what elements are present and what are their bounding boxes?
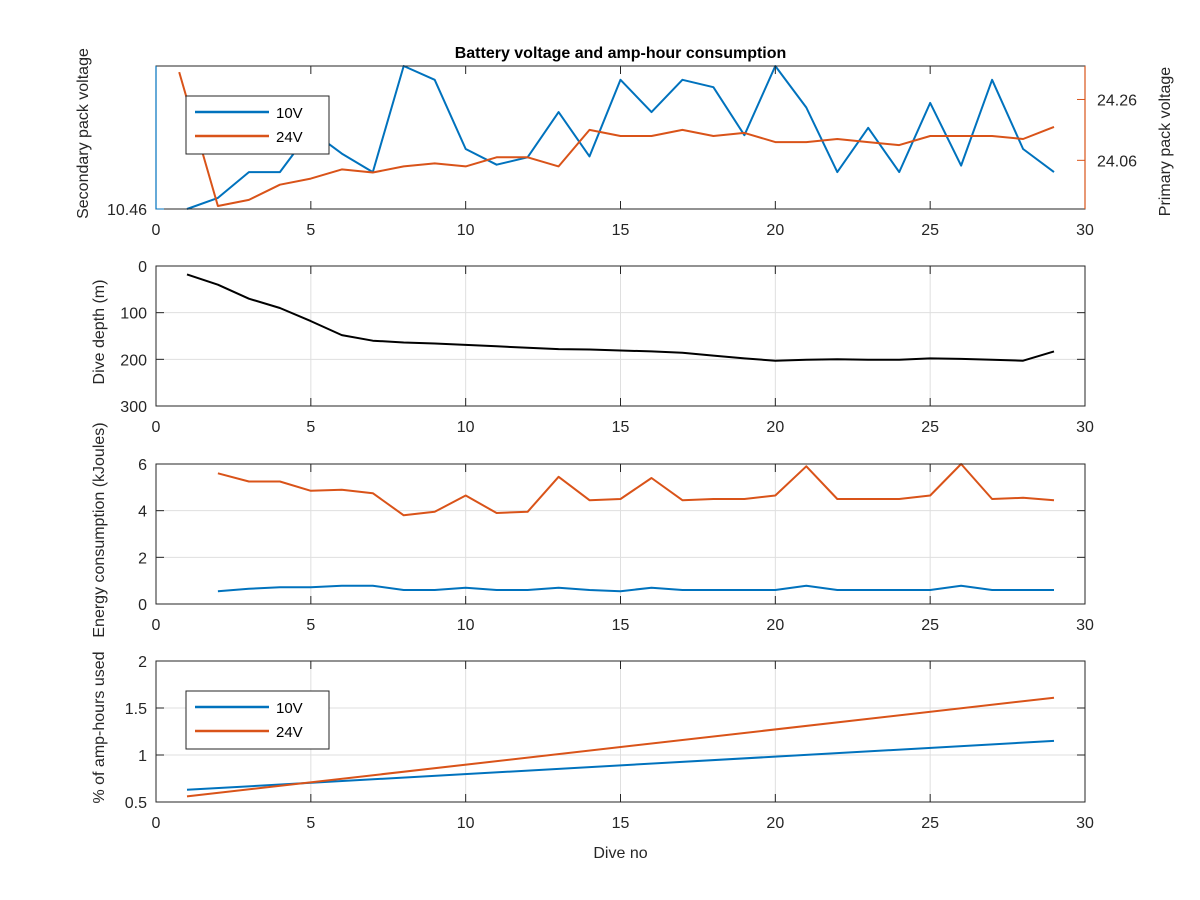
y-axis-label: % of amp-hours used	[91, 651, 108, 803]
x-tick-label: 30	[1076, 617, 1094, 634]
series-line-24v	[186, 696, 1055, 798]
x-tick-label: 15	[612, 617, 630, 634]
x-tick-label: 0	[152, 419, 161, 436]
x-tick-label: 25	[921, 617, 939, 634]
x-tick-label: 15	[612, 222, 630, 239]
series-line-10v	[186, 739, 1055, 791]
x-tick-label: 0	[152, 815, 161, 832]
series-line-panel3-0	[217, 463, 1055, 517]
x-axis-label: Dive no	[593, 845, 647, 862]
x-tick-label: 20	[766, 815, 784, 832]
x-tick-label: 5	[306, 419, 315, 436]
x-tick-label: 25	[921, 222, 939, 239]
y-tick-label: 10.46	[107, 202, 147, 219]
series-line-panel3-1	[217, 584, 1054, 593]
x-tick-label: 0	[152, 222, 161, 239]
x-tick-label: 20	[766, 419, 784, 436]
y-tick-label: 2	[138, 550, 147, 567]
x-tick-label: 20	[766, 617, 784, 634]
x-tick-label: 5	[306, 617, 315, 634]
x-tick-label: 30	[1076, 419, 1094, 436]
x-tick-label: 10	[457, 222, 475, 239]
x-tick-label: 15	[612, 815, 630, 832]
y-axis-label-left: Secondary pack voltage	[75, 48, 92, 219]
x-tick-label: 10	[457, 815, 475, 832]
x-tick-label: 10	[457, 617, 475, 634]
y-axis-label-right: Primary pack voltage	[1157, 67, 1174, 216]
x-tick-label: 25	[921, 815, 939, 832]
legend-box	[185, 690, 330, 750]
x-tick-label: 25	[921, 419, 939, 436]
x-tick-label: 5	[306, 815, 315, 832]
legend-label-24v: 24V	[276, 129, 303, 146]
legend-label-10v: 10V	[276, 700, 303, 717]
y-tick-label: 0	[138, 597, 147, 614]
x-tick-label: 30	[1076, 222, 1094, 239]
y-tick-label: 4	[138, 504, 147, 521]
y-tick-label: 1.5	[125, 701, 147, 718]
y-axis-label: Energy consumption (kJoules)	[91, 422, 108, 637]
right-y-tick-label: 24.26	[1097, 92, 1137, 109]
legend-label-24v: 24V	[276, 724, 303, 741]
x-tick-label: 0	[152, 617, 161, 634]
series-line-panel2-0	[186, 273, 1055, 362]
chart-title: Battery voltage and amp-hour consumption	[455, 45, 787, 62]
x-tick-label: 5	[306, 222, 315, 239]
y-axis-label: Dive depth (m)	[91, 280, 108, 385]
legend-box	[185, 95, 330, 155]
y-tick-label: 300	[120, 399, 147, 416]
right-y-tick-label: 24.06	[1097, 153, 1137, 170]
y-tick-label: 200	[120, 352, 147, 369]
y-tick-label: 100	[120, 306, 147, 323]
series-line-24v	[178, 71, 1055, 207]
y-tick-label: 6	[138, 457, 147, 474]
x-tick-label: 20	[766, 222, 784, 239]
y-tick-label: 0.5	[125, 795, 147, 812]
y-tick-label: 2	[138, 654, 147, 671]
x-tick-label: 30	[1076, 815, 1094, 832]
x-tick-label: 15	[612, 419, 630, 436]
y-tick-label: 1	[138, 748, 147, 765]
series-line-10v	[186, 65, 1055, 210]
x-tick-label: 10	[457, 419, 475, 436]
legend-label-10v: 10V	[276, 105, 303, 122]
y-tick-label: 0	[138, 259, 147, 276]
